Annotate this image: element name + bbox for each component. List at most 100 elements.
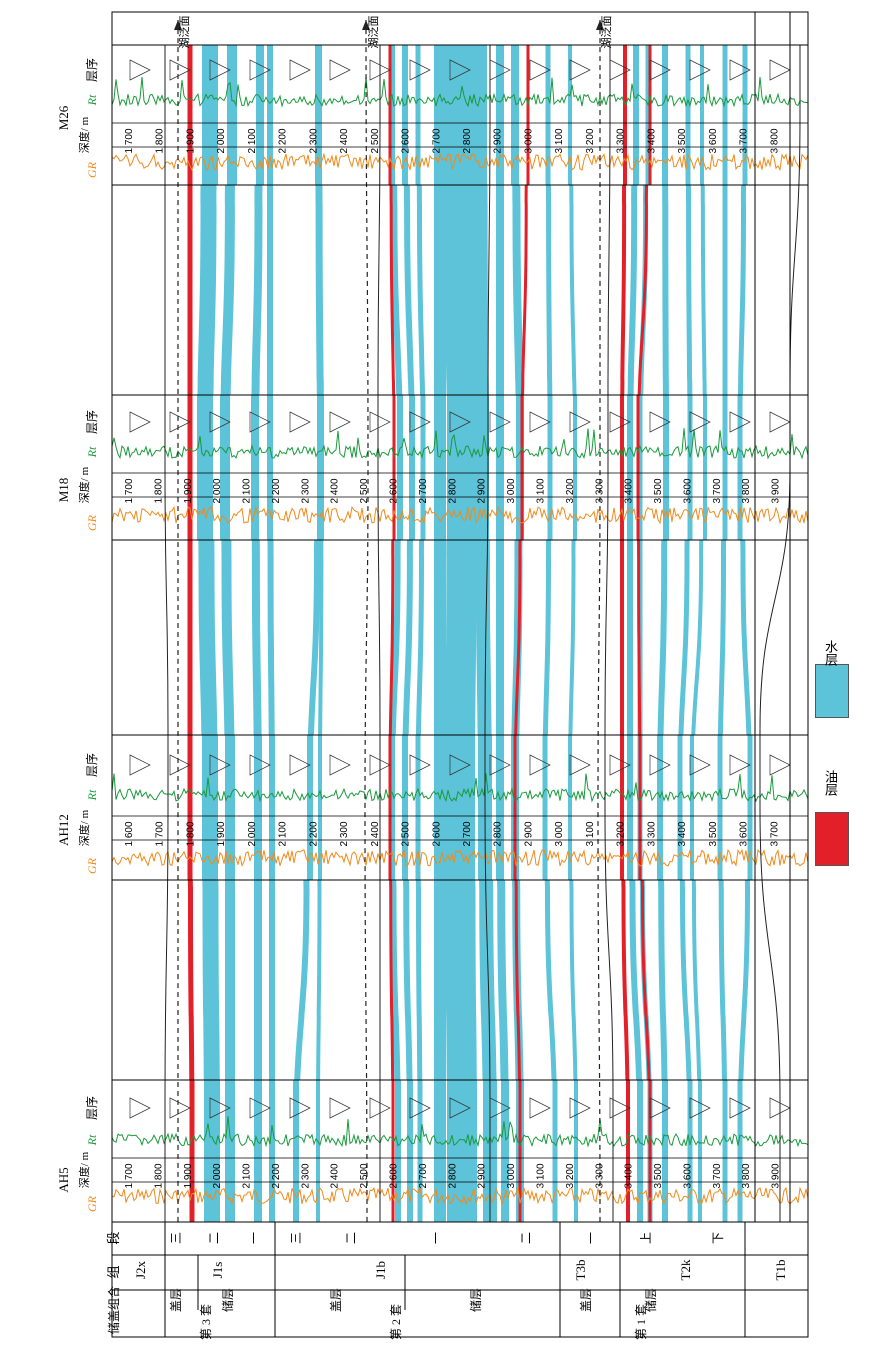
sequence-triangle (129, 59, 151, 81)
sequence-triangle (289, 754, 311, 776)
sequence-triangle (529, 1097, 551, 1119)
sequence-triangle (609, 754, 631, 776)
well-water-bar (225, 1080, 235, 1222)
depth-tick-label: 3 400 (646, 128, 657, 153)
well-water-bar (633, 45, 639, 185)
sequence-triangle (769, 411, 791, 433)
well-water-bar (645, 45, 651, 185)
section-label: 二 (344, 1232, 358, 1244)
sequence-triangle (489, 1097, 511, 1119)
water-band-22 (737, 45, 753, 1222)
water-band-10 (443, 45, 477, 1222)
well-water-bar (685, 45, 691, 185)
sequence-triangle (249, 59, 271, 81)
well-oil-bar (648, 45, 652, 185)
gr-curve-0 (111, 1186, 809, 1206)
sequence-triangle (529, 411, 551, 433)
water-band-20 (690, 45, 707, 1222)
depth-tick-label: 1 900 (216, 821, 227, 846)
well-oil-bar (189, 1080, 195, 1222)
depth-tick-label: 2 800 (447, 1163, 458, 1188)
water-band-2 (251, 45, 264, 1222)
well-water-bar (415, 45, 421, 185)
sequence-triangle (689, 754, 711, 776)
section-label: 上 (639, 1232, 653, 1244)
well-water-bar (225, 735, 235, 880)
sequence-triangle (209, 411, 231, 433)
depth-tick-label: 3 100 (554, 128, 565, 153)
depth-tick-label: 3 400 (677, 821, 688, 846)
well-water-bar (690, 735, 694, 880)
depth-tick-label: 3 300 (646, 821, 657, 846)
well-water-bar (547, 395, 553, 540)
depth-tick-label: 3 400 (624, 478, 635, 503)
well-water-bar (269, 1080, 275, 1222)
well-water-bar (316, 1080, 320, 1222)
flooding-surface-label: 湖泛面 (367, 16, 380, 49)
depth-tick-label: 3 500 (708, 821, 719, 846)
well-water-bar (473, 45, 487, 185)
depth-tick-label: 1 700 (124, 478, 135, 503)
well-oil-bar (187, 395, 193, 540)
depth-tick-label: 3 800 (769, 128, 780, 153)
well-water-bar (251, 395, 259, 540)
sequence-triangle (529, 754, 551, 776)
depth-tick-label: 3 500 (677, 128, 688, 153)
depth-tick-label: 3 700 (769, 821, 780, 846)
sequence-triangle (769, 1097, 791, 1119)
combo-seal: 盖层 (579, 1288, 593, 1312)
well-water-bar (415, 735, 421, 880)
well-water-bar (501, 1080, 509, 1222)
well-water-bar (407, 1080, 413, 1222)
depth-tick-label: 3 200 (565, 478, 576, 503)
grid-lines (111, 11, 809, 1338)
depth-tick-label: 2 300 (300, 1163, 311, 1188)
sequence-label: 层序 (84, 58, 99, 82)
depth-tick-label: 3 600 (739, 821, 750, 846)
labels: 1 700 1 800 1 900 2 000 2 100 2 200 2 300 2 400… (56, 16, 788, 1341)
depth-tick-label: 3 000 (506, 478, 517, 503)
depth-tick-label: 1 700 (155, 821, 166, 846)
sequence-triangle (329, 59, 351, 81)
depth-tick-label: 2 800 (493, 821, 504, 846)
depth-tick-label: 1 900 (185, 128, 196, 153)
correlation-line-4 (759, 45, 801, 1222)
well-water-bar (389, 45, 395, 185)
rt-label: Rt (85, 789, 99, 801)
depth-tick-label: 3 100 (535, 478, 546, 503)
well-water-bar (747, 735, 753, 880)
depth-tick-label: 2 600 (431, 821, 442, 846)
gr-label: GR (85, 857, 99, 874)
oil-band-2 (513, 45, 530, 1222)
sequence-triangle (609, 1097, 631, 1119)
well-water-bar (496, 395, 504, 540)
sequence-triangle (129, 754, 151, 776)
formation-label: J1b (373, 1261, 388, 1279)
depth-tick-label: 2 300 (308, 128, 319, 153)
depth-tick-label: 3 500 (653, 478, 664, 503)
well-name: AH5 (56, 1167, 71, 1192)
depth-tick-label: 2 200 (271, 478, 282, 503)
sequence-triangle (369, 411, 391, 433)
depth-tick-label: 1 800 (153, 478, 164, 503)
depth-tick-label: 3 200 (616, 821, 627, 846)
sequence-triangle (249, 754, 271, 776)
well-oil-bar (388, 735, 392, 880)
well-water-bar (637, 395, 643, 540)
depth-tick-label: 2 600 (389, 478, 400, 503)
well-water-bar (687, 395, 693, 540)
combo-seal: 盖层 (329, 1288, 343, 1312)
depth-label: 深度/ m (77, 466, 91, 503)
sequence-triangle (689, 1097, 711, 1119)
rt-label: Rt (85, 446, 99, 458)
well-oil-bar (526, 45, 530, 185)
well-water-bar (662, 45, 668, 185)
gr-curve-1 (111, 848, 809, 868)
flooding-surface-label: 湖泛面 (600, 16, 613, 49)
rt-label: Rt (85, 94, 99, 106)
water-band-7 (402, 45, 415, 1222)
sequence-triangle (409, 754, 431, 776)
depth-tick-label: 2 300 (339, 821, 350, 846)
sequence-triangle (769, 59, 791, 81)
well-water-bar (447, 1080, 477, 1222)
